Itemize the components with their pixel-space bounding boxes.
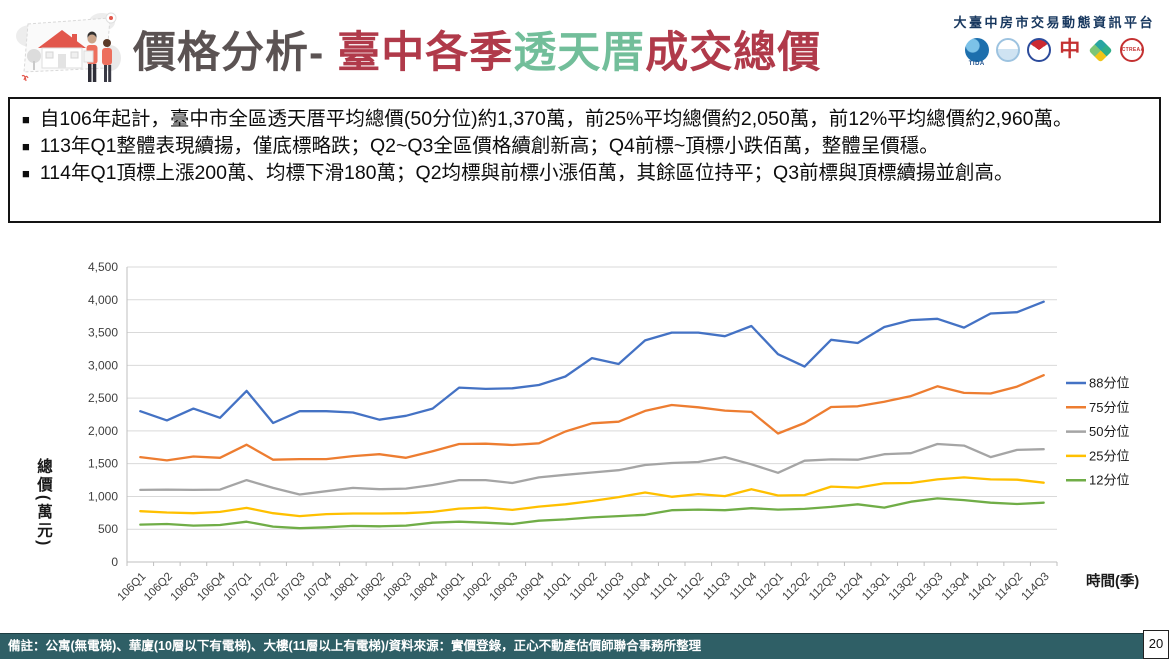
- svg-text:107Q4: 107Q4: [302, 570, 335, 603]
- y-axis-title: 總價(萬元): [35, 458, 52, 549]
- house-people-illustration: [16, 12, 121, 82]
- svg-text:0: 0: [111, 555, 118, 569]
- logo-row: TIDA 中 CTREAA: [953, 37, 1155, 67]
- svg-text:107Q1: 107Q1: [222, 571, 255, 604]
- svg-text:4,500: 4,500: [88, 260, 118, 274]
- bullet-square-icon: ■: [22, 112, 30, 127]
- svg-text:112Q1: 112Q1: [754, 571, 786, 603]
- svg-text:110Q1: 110Q1: [541, 571, 573, 603]
- svg-text:108Q3: 108Q3: [381, 571, 414, 604]
- svg-text:2,500: 2,500: [88, 391, 118, 405]
- svg-text:110Q4: 110Q4: [621, 570, 654, 603]
- title-part-analysis: 價格分析-: [133, 29, 338, 77]
- svg-text:1,000: 1,000: [88, 489, 118, 503]
- price-line-chart: 0 500 1,000 1,500 2,000 2,500 3,000 3,500 4,000 4…: [88, 260, 1130, 604]
- svg-text:111Q1: 111Q1: [648, 571, 680, 603]
- tida-logo-label: TIDA: [968, 61, 985, 67]
- svg-text:111Q3: 111Q3: [701, 571, 733, 603]
- cube-logo: [1088, 37, 1113, 63]
- cube-logo-shape: [1088, 37, 1113, 63]
- svg-text:111Q2: 111Q2: [675, 571, 707, 603]
- svg-text:112Q3: 112Q3: [807, 571, 839, 603]
- svg-text:3,500: 3,500: [88, 326, 118, 340]
- svg-text:112Q2: 112Q2: [780, 571, 812, 603]
- series-line-12分位: [139, 497, 1045, 530]
- chart-series: [139, 300, 1045, 530]
- header: 價格分析- 臺中各季透天厝成交總價 大臺中房市交易動態資訊平台 TIDA 中 C…: [0, 0, 1169, 96]
- svg-text:106Q2: 106Q2: [142, 571, 175, 604]
- svg-text:108Q4: 108Q4: [408, 570, 441, 603]
- svg-text:75分位: 75分位: [1089, 400, 1129, 415]
- city-hall-seal-logo: [995, 38, 1020, 62]
- bullet-square-icon: ■: [22, 139, 30, 154]
- svg-text:110Q2: 110Q2: [568, 571, 600, 603]
- x-axis-title: 時間(季): [1086, 574, 1140, 590]
- bullet-square-icon: ■: [22, 166, 30, 181]
- svg-text:500: 500: [98, 522, 118, 536]
- svg-text:107Q2: 107Q2: [248, 571, 281, 604]
- svg-text:108Q2: 108Q2: [355, 571, 388, 604]
- svg-text:109Q2: 109Q2: [461, 571, 494, 604]
- bullet-text-3: 114年Q1頂標上漲200萬、均標下滑180萬；Q2均標與前標小漲佰萬，其餘區位…: [39, 162, 1014, 184]
- svg-text:88分位: 88分位: [1089, 376, 1129, 391]
- page-number: 20: [1143, 630, 1169, 659]
- svg-text:113Q1: 113Q1: [860, 571, 892, 603]
- svg-text:2,000: 2,000: [88, 424, 118, 438]
- svg-text:109Q1: 109Q1: [434, 571, 467, 604]
- svg-text:1,500: 1,500: [88, 457, 118, 471]
- svg-text:107Q3: 107Q3: [275, 571, 308, 604]
- title-part-housetype: 透天厝: [513, 29, 646, 77]
- svg-text:3,000: 3,000: [88, 358, 118, 372]
- chung-logo: 中: [1059, 38, 1081, 61]
- platform-name: 大臺中房市交易動態資訊平台: [953, 15, 1155, 30]
- svg-text:111Q4: 111Q4: [728, 570, 760, 602]
- series-line-25分位: [139, 476, 1045, 518]
- svg-text:4,000: 4,000: [88, 293, 118, 307]
- svg-text:106Q4: 106Q4: [195, 570, 228, 603]
- bullet-text-1: 自106年起計，臺中市全區透天厝平均總價(50分位)約1,370萬，前25%平均…: [39, 108, 1073, 130]
- svg-text:109Q3: 109Q3: [488, 571, 521, 604]
- bullet-item-1: ■ 自106年起計，臺中市全區透天厝平均總價(50分位)約1,370萬，前25%…: [20, 106, 1147, 133]
- svg-text:113Q2: 113Q2: [887, 571, 919, 603]
- page-title: 價格分析- 臺中各季透天厝成交總價: [133, 18, 821, 80]
- svg-text:50分位: 50分位: [1089, 424, 1129, 439]
- svg-text:114Q1: 114Q1: [966, 571, 998, 603]
- ctreaa-logo: CTREAA: [1119, 38, 1144, 62]
- bullet-item-2: ■ 113年Q1整體表現續揚，僅底標略跌；Q2~Q3全區價格續創新高；Q4前標~…: [20, 133, 1147, 160]
- svg-text:106Q1: 106Q1: [116, 571, 149, 604]
- bullet-item-3: ■ 114年Q1頂標上漲200萬、均標下滑180萬；Q2均標與前標小漲佰萬，其餘…: [20, 160, 1147, 187]
- series-line-88分位: [139, 300, 1045, 425]
- summary-bullet-box: ■ 自106年起計，臺中市全區透天厝平均總價(50分位)約1,370萬，前25%…: [8, 97, 1161, 223]
- chart-legend: 88分位 75分位 50分位 25分位 12分位: [1066, 376, 1129, 488]
- series-line-75分位: [139, 374, 1045, 462]
- footer-bar: 備註：公寓(無電梯)、華廈(10層以下有電梯)、大樓(11層以上有電梯)/資料來…: [0, 633, 1169, 659]
- svg-text:106Q3: 106Q3: [169, 571, 202, 604]
- series-line-50分位: [139, 442, 1045, 496]
- svg-text:108Q1: 108Q1: [328, 571, 361, 604]
- svg-text:110Q3: 110Q3: [594, 571, 626, 603]
- svg-text:112Q4: 112Q4: [834, 570, 867, 603]
- svg-text:114Q3: 114Q3: [1020, 571, 1052, 603]
- svg-text:114Q2: 114Q2: [993, 571, 1025, 603]
- svg-text:113Q4: 113Q4: [940, 570, 973, 603]
- tida-logo: TIDA: [964, 38, 989, 67]
- x-axis-labels: 106Q1106Q2106Q3106Q4107Q1107Q2107Q3107Q4…: [116, 562, 1058, 604]
- national-emblem-seal-logo: [1026, 38, 1051, 62]
- svg-text:25分位: 25分位: [1089, 448, 1129, 463]
- platform-branding: 大臺中房市交易動態資訊平台 TIDA 中 CTREAA: [953, 12, 1155, 67]
- title-part-region: 臺中各季: [337, 29, 514, 77]
- svg-text:109Q4: 109Q4: [514, 570, 547, 603]
- svg-text:12分位: 12分位: [1089, 473, 1129, 488]
- footer-note: 備註：公寓(無電梯)、華廈(10層以下有電梯)、大樓(11層以上有電梯)/資料來…: [8, 639, 702, 653]
- svg-text:113Q3: 113Q3: [913, 571, 945, 603]
- bullet-text-2: 113年Q1整體表現續揚，僅底標略跌；Q2~Q3全區價格續創新高；Q4前標~頂標…: [39, 135, 939, 157]
- title-part-price: 成交總價: [645, 29, 822, 77]
- y-axis-labels: 0 500 1,000 1,500 2,000 2,500 3,000 3,500 4,000 4…: [88, 260, 118, 569]
